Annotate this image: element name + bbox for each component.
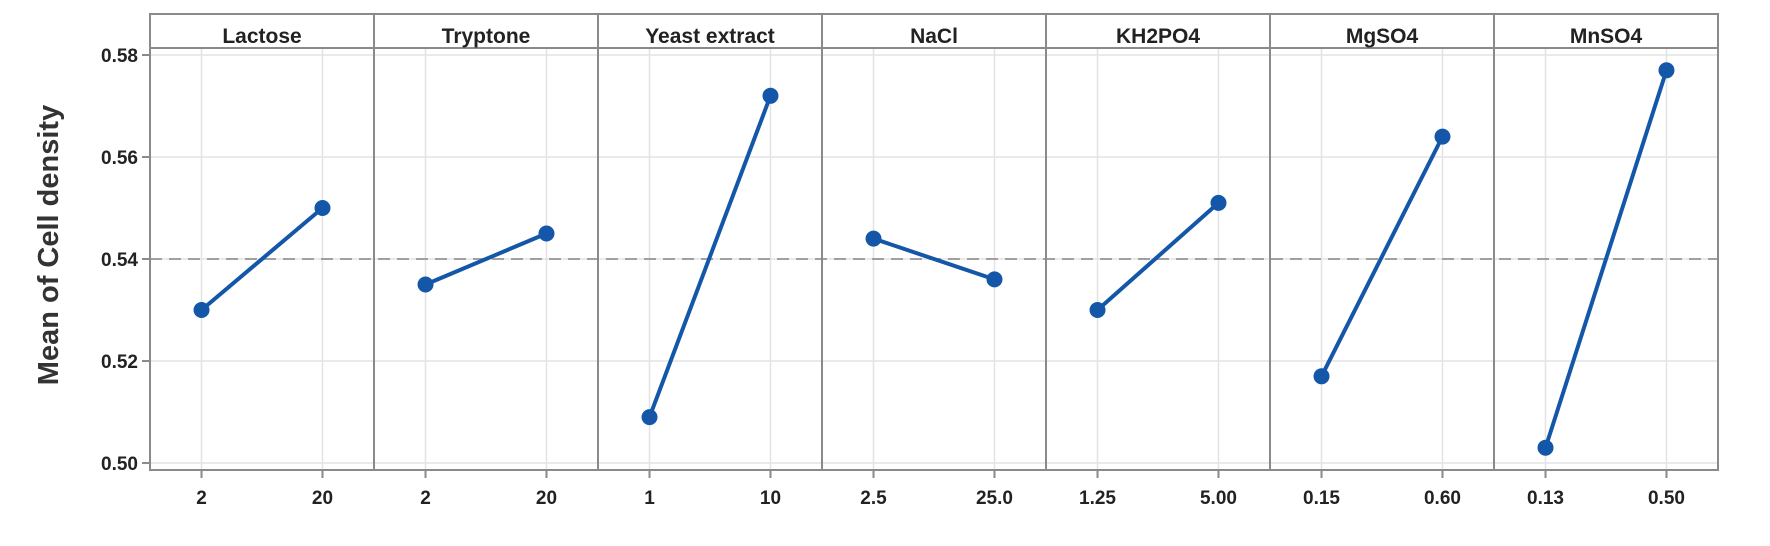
- x-tick-label: 5.00: [1200, 488, 1237, 509]
- x-tick-label: 0.15: [1303, 488, 1340, 509]
- data-point: [1537, 439, 1554, 456]
- series-line: [647, 93, 773, 420]
- panel-title: KH2PO4: [1116, 25, 1200, 48]
- series-layer: [193, 62, 1675, 456]
- x-tick-label: 20: [312, 488, 333, 509]
- panel-title: MgSO4: [1346, 25, 1419, 48]
- series-line: [1319, 134, 1445, 379]
- panel-title: Tryptone: [442, 25, 531, 48]
- y-tick-label: 0.54: [101, 250, 138, 271]
- panel-frame: [1269, 13, 1495, 471]
- data-point: [1658, 62, 1675, 79]
- x-tick-label: 2: [420, 488, 431, 509]
- data-point: [865, 230, 882, 247]
- data-point: [986, 271, 1003, 288]
- data-point: [762, 87, 779, 104]
- series-line: [423, 231, 549, 287]
- panel-title: Yeast extract: [645, 25, 775, 48]
- panel-frame: [821, 13, 1047, 471]
- panel-frame-layer: [142, 13, 1719, 478]
- x-tick-label: 0.60: [1424, 488, 1461, 509]
- x-tick-label: 25.0: [976, 488, 1013, 509]
- label-layer: 0.50 0.52 0.54 0.56 0.58 Lactose 2 20 Tryptone 2 2…: [101, 25, 1685, 509]
- panel-frame: [373, 13, 599, 471]
- x-tick-label: 1: [644, 488, 655, 509]
- panel-frame: [1045, 13, 1271, 471]
- x-tick-label: 2.5: [860, 488, 887, 509]
- data-point: [314, 200, 331, 216]
- data-point: [1313, 368, 1330, 385]
- x-tick-label: 0.13: [1527, 488, 1564, 509]
- panel-frame: [149, 13, 375, 471]
- data-point: [417, 276, 434, 293]
- y-axis-title: Mean of Cell density: [33, 105, 65, 385]
- data-point: [1089, 302, 1106, 318]
- panel-frame: [597, 13, 823, 471]
- y-tick-label: 0.50: [101, 454, 138, 475]
- y-tick-label: 0.56: [101, 148, 138, 169]
- panel-title: NaCl: [910, 25, 958, 48]
- y-tick-label: 0.58: [101, 46, 138, 67]
- x-tick-label: 2: [196, 488, 207, 509]
- x-tick-label: 1.25: [1079, 488, 1116, 509]
- data-point: [1210, 194, 1227, 211]
- data-point: [1434, 128, 1451, 145]
- data-point: [641, 409, 658, 426]
- series-line: [1095, 200, 1221, 312]
- series-line: [871, 236, 997, 282]
- panel-frame: [1493, 13, 1719, 471]
- x-tick-label: 20: [536, 488, 557, 509]
- x-tick-label: 10: [760, 488, 781, 509]
- series-line: [199, 206, 325, 312]
- panel-title: Lactose: [222, 25, 301, 48]
- y-tick-label: 0.52: [101, 352, 138, 373]
- panel-title: MnSO4: [1570, 25, 1643, 48]
- data-point: [538, 225, 555, 242]
- x-tick-label: 0.50: [1648, 488, 1685, 509]
- data-point: [193, 302, 210, 318]
- series-line: [1543, 68, 1669, 450]
